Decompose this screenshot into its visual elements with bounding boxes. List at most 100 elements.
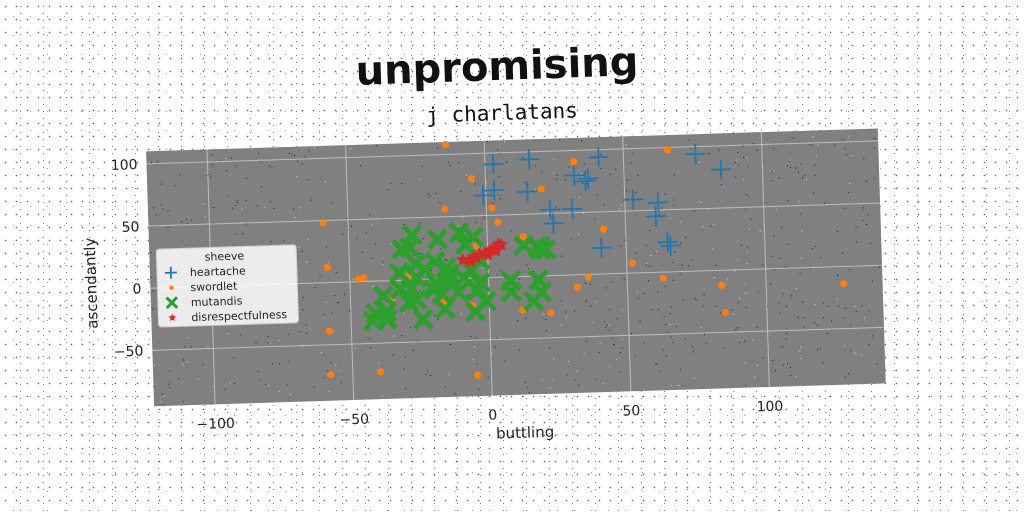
noise-dot: [568, 167, 569, 168]
noise-dot: [290, 394, 291, 395]
noise-dot: [294, 155, 295, 156]
noise-dot: [419, 223, 420, 224]
noise-dot: [709, 153, 710, 154]
noise-dot: [278, 340, 279, 341]
noise-dot: [815, 165, 816, 166]
noise-dot: [747, 252, 748, 253]
noise-dot: [202, 203, 203, 204]
noise-dot: [548, 238, 549, 239]
noise-dot: [772, 171, 773, 172]
noise-dot: [497, 274, 498, 275]
noise-dot: [786, 306, 787, 307]
noise-dot: [212, 154, 213, 155]
noise-dot: [849, 269, 850, 270]
noise-dot: [615, 169, 616, 170]
noise-dot: [731, 310, 732, 311]
noise-dot: [695, 298, 696, 299]
noise-dot: [362, 252, 363, 253]
noise-dot: [241, 209, 242, 210]
noise-dot: [651, 309, 652, 310]
noise-dot: [790, 375, 791, 376]
noise-dot: [692, 346, 693, 347]
noise-dot: [688, 140, 689, 141]
noise-dot: [595, 301, 596, 302]
noise-dot: [264, 207, 265, 208]
noise-dot: [576, 371, 577, 372]
noise-dot: [581, 173, 582, 174]
noise-dot: [296, 176, 297, 177]
noise-dot: [423, 238, 424, 239]
noise-dot: [226, 171, 227, 172]
noise-dot: [627, 180, 628, 181]
noise-dot: [584, 353, 585, 354]
noise-dot: [818, 144, 819, 145]
noise-dot: [479, 389, 480, 390]
noise-dot: [630, 162, 631, 163]
noise-dot: [678, 385, 679, 386]
noise-dot: [622, 339, 623, 340]
noise-dot: [607, 324, 608, 325]
noise-dot: [815, 246, 816, 247]
noise-dot: [823, 362, 824, 363]
noise-dot: [626, 190, 627, 191]
noise-dot: [713, 224, 714, 225]
noise-dot: [212, 164, 213, 165]
noise-dot: [302, 309, 303, 310]
noise-dot: [609, 366, 610, 367]
noise-dot: [450, 344, 451, 345]
noise-dot: [272, 363, 273, 364]
noise-dot: [815, 175, 816, 176]
noise-dot: [715, 264, 716, 265]
noise-dot: [791, 295, 792, 296]
noise-dot: [820, 131, 821, 132]
noise-dot: [565, 312, 566, 313]
noise-dot: [566, 375, 567, 376]
noise-dot: [758, 292, 759, 293]
noise-dot: [847, 155, 848, 156]
noise-dot: [786, 339, 787, 340]
noise-dot: [435, 193, 436, 194]
noise-dot: [338, 302, 339, 303]
noise-dot: [848, 373, 849, 374]
noise-dot: [454, 393, 455, 394]
noise-dot: [685, 237, 686, 238]
noise-dot: [799, 201, 800, 202]
noise-dot: [664, 316, 665, 317]
noise-dot: [617, 318, 618, 319]
noise-dot: [258, 371, 259, 372]
noise-dot: [151, 252, 152, 253]
noise-dot: [511, 230, 512, 231]
noise-dot: [754, 377, 755, 378]
noise-dot: [673, 342, 674, 343]
noise-dot: [350, 148, 351, 149]
noise-dot: [321, 352, 322, 353]
noise-dot: [297, 161, 298, 162]
noise-dot: [404, 224, 405, 225]
noise-dot: [527, 265, 528, 266]
noise-dot: [304, 156, 305, 157]
noise-dot: [802, 177, 803, 178]
noise-dot: [161, 401, 162, 402]
noise-dot: [597, 195, 598, 196]
noise-dot: [268, 336, 269, 337]
noise-dot: [198, 379, 199, 380]
noise-dot: [156, 214, 157, 215]
noise-dot: [801, 258, 802, 259]
noise-dot: [561, 300, 562, 301]
x-axis-label: buttling: [496, 423, 555, 443]
noise-dot: [800, 214, 801, 215]
noise-dot: [261, 187, 262, 188]
noise-dot: [519, 350, 520, 351]
noise-dot: [279, 391, 280, 392]
noise-dot: [813, 136, 814, 137]
noise-dot: [831, 320, 832, 321]
noise-dot: [557, 175, 558, 176]
noise-dot: [191, 220, 192, 221]
noise-dot: [670, 337, 671, 338]
noise-dot: [663, 350, 664, 351]
noise-dot: [237, 200, 238, 201]
chart-subtitle: j charlatans: [426, 98, 578, 127]
noise-dot: [547, 211, 548, 212]
noise-dot: [736, 160, 737, 161]
